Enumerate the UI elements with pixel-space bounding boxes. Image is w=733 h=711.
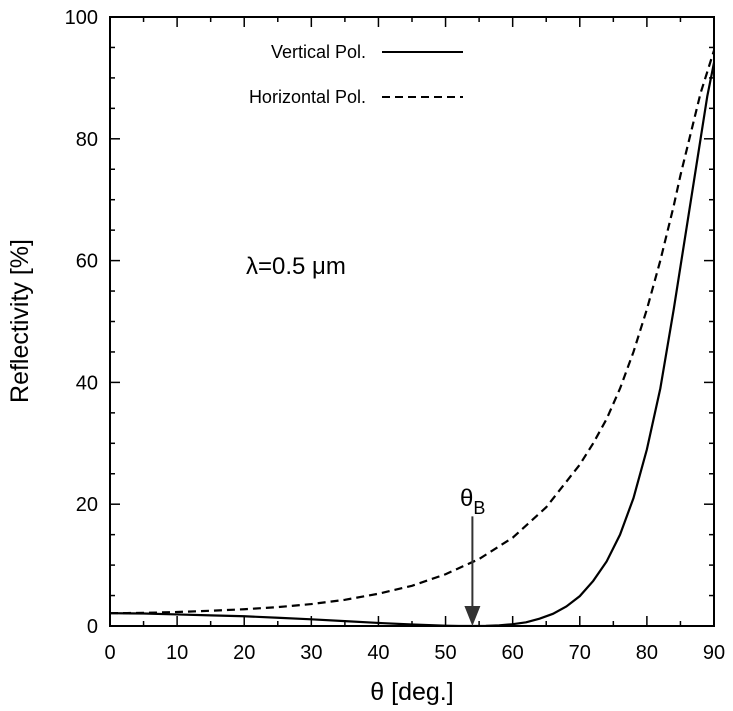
x-tick-label: 10: [166, 642, 188, 664]
legend-label-vertical: Vertical Pol.: [271, 42, 366, 62]
series-layer: [110, 50, 714, 626]
y-tick-label: 100: [65, 7, 98, 29]
legend: Vertical Pol. Horizontal Pol.: [249, 42, 463, 107]
x-tick-label: 20: [233, 642, 255, 664]
wavelength-annotation: λ=0.5 μm: [246, 253, 346, 280]
x-tick-labels: 0 10 20 30 40 50 60 70 80 90: [104, 642, 725, 664]
horizontal-pol-series-line: [110, 50, 714, 615]
brewster-annotation: θB: [460, 485, 485, 626]
x-tick-label: 0: [104, 642, 115, 664]
y-tick-label: 80: [76, 129, 98, 151]
x-tick-label: 40: [367, 642, 389, 664]
y-tick-label: 0: [87, 616, 98, 638]
x-tick-label: 50: [434, 642, 456, 664]
brewster-subscript: B: [473, 498, 485, 518]
ticks-layer: [109, 16, 715, 627]
plot-frame: [109, 16, 715, 627]
brewster-arrow-head: [464, 606, 481, 626]
y-tick-labels: 0 20 40 60 80 100: [65, 7, 98, 638]
y-tick-label: 60: [76, 251, 98, 273]
x-axis-title: θ [deg.]: [370, 678, 453, 706]
y-tick-label: 20: [76, 494, 98, 516]
x-tick-label: 60: [502, 642, 524, 664]
x-tick-label: 30: [300, 642, 322, 664]
x-tick-label: 70: [569, 642, 591, 664]
x-tick-label: 90: [703, 642, 725, 664]
brewster-arrow: [464, 516, 481, 626]
vertical-pol-series-line: [110, 62, 714, 626]
x-tick-label: 80: [636, 642, 658, 664]
legend-label-horizontal: Horizontal Pol.: [249, 87, 366, 107]
y-axis-title: Reflectivity [%]: [6, 239, 34, 403]
brewster-label: θB: [460, 485, 485, 518]
y-tick-label: 40: [76, 372, 98, 394]
